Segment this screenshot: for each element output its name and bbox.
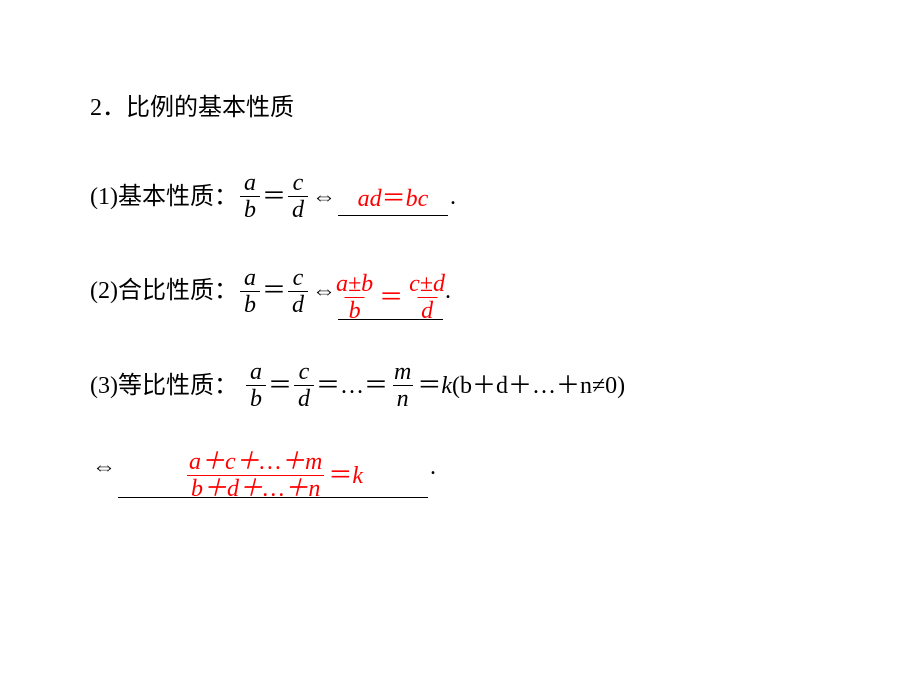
fraction: m n (390, 360, 415, 411)
answer-blank: ad＝bc (338, 178, 448, 216)
condition: b＋d＋…＋n≠0 (460, 368, 617, 404)
blank-underline: a＋c＋…＋m b＋d＋…＋n ＝ k (118, 497, 428, 498)
paren: ) (617, 368, 625, 404)
equation-chain: a b ＝ c d ＝ … ＝ m n ＝ k ( b＋d＋…＋n≠0 ) (244, 360, 625, 411)
denominator: b (246, 385, 266, 411)
fraction: a±b b (332, 272, 377, 323)
answer-blank: a＋c＋…＋m b＋d＋…＋n ＝ k (118, 436, 428, 498)
equals-sign: ＝ (262, 273, 286, 309)
equals-sign: ＝ (379, 280, 403, 316)
equals-sign: ＝ (382, 181, 406, 217)
fraction: c d (294, 360, 314, 411)
item-name: 等比性质： (118, 368, 238, 404)
equals-sign: ＝ (364, 368, 388, 404)
numerator: a (240, 266, 260, 291)
denominator: b (240, 291, 260, 317)
title-text: 比例的基本性质 (126, 95, 294, 121)
numerator: c±d (405, 272, 449, 297)
fraction: a b (240, 171, 260, 222)
property-row-3-result: ⇔ a＋c＋…＋m b＋d＋…＋n ＝ k . (90, 436, 840, 498)
paren: ( (452, 368, 460, 404)
denominator: b＋d＋…＋n (187, 475, 324, 501)
equation-lhs: a b ＝ c d (238, 171, 310, 222)
fraction: c±d d (405, 272, 449, 323)
answer-blank: a±b b ＝ c±d d (338, 262, 443, 320)
iff-symbol: ⇔ (92, 449, 116, 485)
numerator: c (289, 266, 308, 291)
equation-lhs: a b ＝ c d (238, 266, 310, 317)
denominator: d (417, 297, 437, 323)
section-title: 2．比例的基本性质 (90, 90, 840, 126)
item-name: 合比性质： (118, 273, 238, 309)
fraction: a＋c＋…＋m b＋d＋…＋n (185, 450, 326, 501)
iff-symbol: ⇔ (312, 179, 336, 215)
ellipsis: … (340, 368, 364, 404)
item-index: (2) (90, 273, 118, 309)
fraction: a b (240, 266, 260, 317)
denominator: b (240, 196, 260, 222)
numerator: a＋c＋…＋m (185, 450, 326, 475)
title-number: 2． (90, 95, 126, 121)
blank-underline: a±b b ＝ c±d d (338, 319, 443, 320)
period: . (450, 179, 456, 215)
numerator: a±b (332, 272, 377, 297)
item-index: (1) (90, 179, 118, 215)
numerator: a (246, 360, 266, 385)
equals-sign: ＝ (328, 458, 352, 494)
fraction: a b (246, 360, 266, 411)
answer-fraction: a＋c＋…＋m b＋d＋…＋n ＝ k (183, 450, 363, 501)
var: c (418, 181, 429, 217)
equals-sign: ＝ (262, 179, 286, 215)
var: d (370, 181, 382, 217)
numerator: m (390, 360, 415, 385)
item-index: (3) (90, 368, 118, 404)
var: k (352, 458, 363, 494)
var: a (358, 181, 370, 217)
period: . (430, 449, 436, 485)
slide-content: 2．比例的基本性质 (1) 基本性质： a b ＝ c d ⇔ ad＝bc . (0, 0, 920, 498)
var: k (441, 368, 452, 404)
answer-text: ad＝bc (358, 181, 429, 217)
equals-sign: ＝ (417, 368, 441, 404)
item-name: 基本性质： (118, 179, 238, 215)
property-row-1: (1) 基本性质： a b ＝ c d ⇔ ad＝bc . (90, 171, 840, 222)
equals-sign: ＝ (316, 368, 340, 404)
blank-underline: ad＝bc (338, 215, 448, 216)
fraction: c d (288, 266, 308, 317)
denominator: n (393, 385, 413, 411)
numerator: a (240, 171, 260, 196)
numerator: c (289, 171, 308, 196)
equals-sign: ＝ (268, 368, 292, 404)
fraction: c d (288, 171, 308, 222)
denominator: d (288, 291, 308, 317)
answer-fraction: a±b b ＝ c±d d (330, 272, 451, 323)
denominator: d (294, 385, 314, 411)
denominator: d (288, 196, 308, 222)
property-row-2: (2) 合比性质： a b ＝ c d ⇔ a±b b ＝ (90, 262, 840, 320)
var: b (406, 181, 418, 217)
numerator: c (295, 360, 314, 385)
property-row-3: (3) 等比性质： a b ＝ c d ＝ … ＝ m n ＝ k ( b＋d＋… (90, 360, 840, 411)
denominator: b (345, 297, 365, 323)
